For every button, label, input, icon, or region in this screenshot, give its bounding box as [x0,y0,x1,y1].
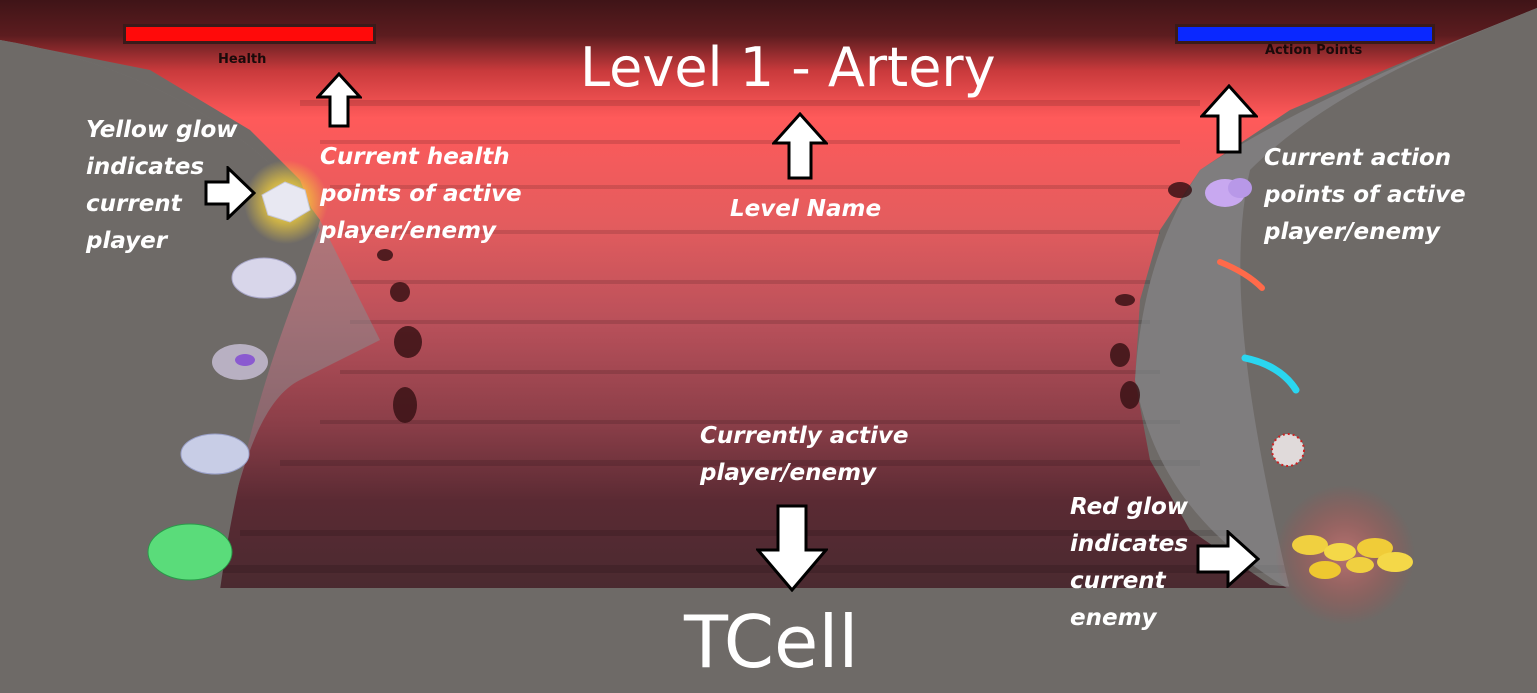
annotation-health-points: Current health points of active player/e… [320,139,522,250]
health-bar [123,24,376,44]
annotation-line: Level Name [730,196,882,222]
arrow-up-icon [316,72,362,128]
player-units [147,181,311,581]
action-points-label: Action Points [1265,43,1363,58]
annotation-line: Current action [1264,145,1452,171]
annotation-line: Current health [320,144,510,170]
action-points-bar [1175,24,1435,44]
artery-bands [200,100,1300,573]
annotation-line: Red glow [1070,494,1189,520]
annotation-level-name: Level Name [730,191,881,228]
health-label: Health [218,52,267,67]
annotation-line: current [1070,568,1166,594]
action-points-bar-fill [1178,27,1432,41]
annotation-line: Currently active [700,423,909,449]
active-unit-name: TCell [684,600,859,684]
annotation-line: indicates [86,154,205,180]
arrow-down-icon [756,504,828,592]
level-title: Level 1 - Artery [580,36,996,99]
annotation-line: indicates [1070,531,1189,557]
annotation-line: player/enemy [320,218,497,244]
enemy-units [1205,178,1413,579]
health-bar-fill [126,27,373,41]
artery-debris [377,182,1192,423]
annotation-line: player/enemy [1264,219,1441,245]
annotation-yellow-glow: Yellow glow indicates current player [86,112,238,260]
annotation-line: player/enemy [700,460,877,486]
arrow-up-icon [772,112,828,180]
arrow-up-icon [1200,84,1258,154]
annotation-active-unit: Currently active player/enemy [700,418,908,492]
annotation-action-points: Current action points of active player/e… [1264,140,1466,251]
annotation-line: current [86,191,182,217]
annotation-red-glow: Red glow indicates current enemy [1070,489,1188,637]
arrow-right-icon [1196,530,1260,588]
arrow-right-icon [204,166,256,220]
annotation-line: enemy [1070,605,1157,631]
annotation-line: points of active [320,181,522,207]
annotation-line: Yellow glow [86,117,238,143]
annotation-line: points of active [1264,182,1466,208]
annotation-line: player [86,228,168,254]
